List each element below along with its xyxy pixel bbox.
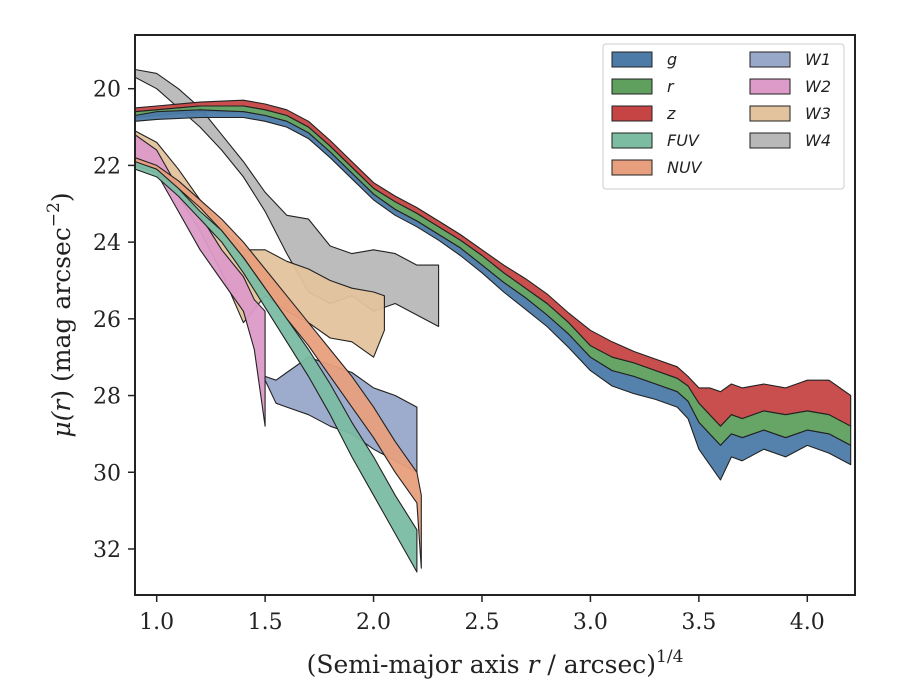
legend-swatch-z bbox=[611, 105, 653, 122]
legend-label-nuv: NUV bbox=[667, 158, 703, 177]
x-tick-label: 3.5 bbox=[681, 610, 716, 635]
y-tick-label: 30 bbox=[93, 461, 121, 486]
legend-label-w2: W2 bbox=[805, 77, 831, 96]
x-axis-label: (Semi-major axis r / arcsec)1/4 bbox=[307, 647, 684, 679]
y-tick-label: 20 bbox=[93, 78, 121, 103]
x-tick-label: 1.5 bbox=[248, 610, 283, 635]
legend-label-g: g bbox=[667, 50, 677, 69]
axis-ticks: 1.0 1.5 2.0 2.5 3.0 3.5 4.0 20 22 24 26 28 30 32 bbox=[93, 78, 825, 635]
legend-swatch-w1 bbox=[749, 51, 791, 68]
legend-label-z: z bbox=[666, 104, 676, 123]
legend-label-w1: W1 bbox=[805, 50, 831, 69]
y-tick-label: 26 bbox=[93, 308, 121, 333]
legend-swatch-r bbox=[611, 78, 653, 95]
legend: grz FUV NUV W1 W2 W3 W4 bbox=[602, 43, 845, 190]
x-tick-label: 4.0 bbox=[790, 610, 825, 635]
legend-swatch-w2 bbox=[749, 78, 791, 95]
band-g bbox=[135, 109, 852, 481]
legend-swatch-w3 bbox=[749, 105, 791, 122]
y-axis-label: μ(r) (mag arcsec−2) bbox=[44, 192, 76, 437]
x-tick-label: 3.0 bbox=[573, 610, 608, 635]
x-tick-label: 2.0 bbox=[356, 610, 391, 635]
axes-frame bbox=[134, 34, 856, 596]
band-w4 bbox=[135, 68, 440, 328]
y-tick-label: 28 bbox=[93, 385, 121, 410]
x-tick-label: 2.5 bbox=[464, 610, 499, 635]
legend-swatch-w4 bbox=[749, 132, 791, 149]
legend-label-fuv: FUV bbox=[667, 131, 700, 150]
legend-swatch-g bbox=[611, 51, 653, 68]
y-tick-label: 24 bbox=[93, 231, 121, 256]
band-fuv bbox=[135, 161, 418, 573]
plot-area bbox=[135, 68, 852, 573]
legend-label-w3: W3 bbox=[805, 104, 831, 123]
legend-swatch-nuv bbox=[611, 159, 653, 176]
x-tick-label: 1.0 bbox=[139, 610, 174, 635]
legend-label-w4: W4 bbox=[805, 131, 831, 150]
legend-label-r: r bbox=[667, 77, 675, 96]
y-tick-label: 32 bbox=[93, 538, 121, 563]
y-tick-label: 22 bbox=[93, 154, 121, 179]
legend-swatch-fuv bbox=[611, 132, 653, 149]
